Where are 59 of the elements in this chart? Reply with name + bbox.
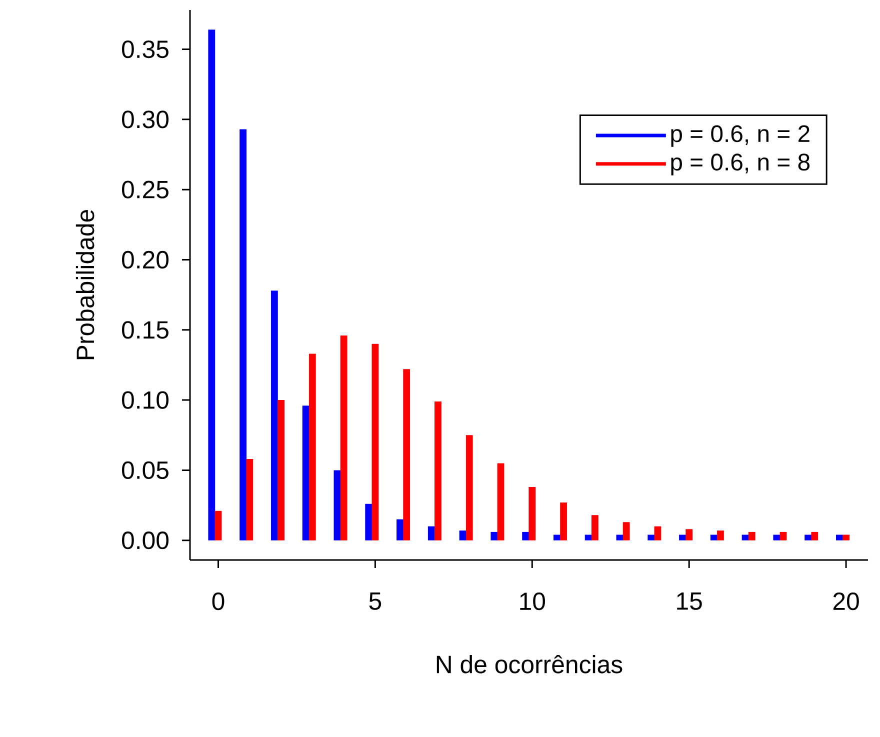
bar <box>214 510 222 540</box>
bar <box>591 515 598 540</box>
bar <box>372 344 379 540</box>
y-tick-label: 0.10 <box>122 391 169 409</box>
x-tick-label: 0 <box>212 592 224 610</box>
legend-label: p = 0.6, n = 8 <box>671 154 810 176</box>
bar <box>622 522 630 540</box>
y-axis-title: Probabilidade <box>76 210 94 360</box>
bar <box>459 530 466 540</box>
bar <box>773 534 780 540</box>
bar <box>553 534 560 540</box>
bar <box>270 290 278 540</box>
bar <box>742 534 749 540</box>
bar <box>403 369 410 540</box>
bar <box>654 526 662 540</box>
bar <box>836 534 843 540</box>
bar <box>396 519 404 540</box>
bar <box>240 129 246 540</box>
x-axis-title: N de ocorrências <box>436 654 622 674</box>
bar <box>246 458 254 540</box>
bar <box>365 504 372 540</box>
y-tick-label: 0.35 <box>122 40 168 58</box>
bar <box>208 30 216 540</box>
y-tick-label: 0.05 <box>122 461 168 480</box>
bar <box>522 532 530 540</box>
y-tick-label: 0.25 <box>122 180 168 198</box>
bar <box>648 534 655 540</box>
bar <box>434 401 442 540</box>
y-tick-label: 0.15 <box>122 321 168 339</box>
bar <box>490 532 498 540</box>
bar <box>278 400 284 540</box>
bar <box>584 534 592 540</box>
x-tick-label: 20 <box>833 592 859 610</box>
y-tick-label: 0.30 <box>122 110 169 128</box>
legend-label: p = 0.6, n = 2 <box>671 125 810 147</box>
bar <box>560 502 567 540</box>
bar <box>842 534 850 540</box>
bar <box>686 529 693 540</box>
x-tick-label: 15 <box>677 592 702 610</box>
bar <box>308 354 316 540</box>
bar <box>528 487 536 540</box>
y-tick-label: 0.20 <box>122 250 169 269</box>
x-tick-label: 5 <box>369 592 382 610</box>
bar <box>717 530 724 540</box>
bar <box>679 534 686 540</box>
bar <box>748 532 756 540</box>
bar <box>780 532 787 540</box>
bar <box>804 534 812 540</box>
bar <box>497 463 504 540</box>
bar <box>302 406 310 540</box>
y-tick-label: 0.00 <box>122 532 169 550</box>
x-tick-label: 10 <box>520 592 546 610</box>
bar <box>466 435 473 540</box>
bar <box>428 526 435 540</box>
bar <box>334 470 341 540</box>
bar <box>811 532 818 540</box>
bar <box>340 336 348 540</box>
bar <box>616 534 624 540</box>
bar <box>710 534 718 540</box>
